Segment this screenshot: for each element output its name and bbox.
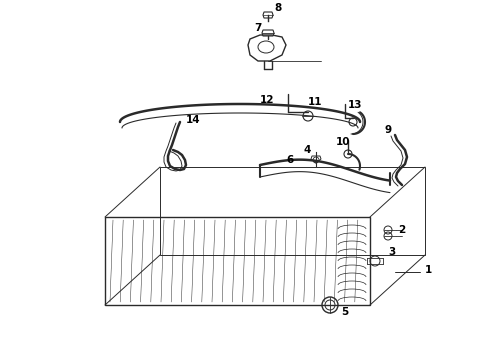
Text: 13: 13	[348, 100, 362, 110]
Text: 9: 9	[385, 125, 392, 135]
Text: 3: 3	[389, 247, 395, 257]
Text: 7: 7	[254, 23, 262, 33]
Text: 8: 8	[274, 3, 282, 13]
Text: 1: 1	[424, 265, 432, 275]
Text: 2: 2	[398, 225, 406, 235]
Text: 14: 14	[186, 115, 200, 125]
Text: 5: 5	[342, 307, 348, 317]
Text: 6: 6	[286, 155, 294, 165]
Text: 12: 12	[260, 95, 274, 105]
Text: 11: 11	[308, 97, 322, 107]
Text: 10: 10	[336, 137, 350, 147]
Text: 4: 4	[303, 145, 311, 155]
